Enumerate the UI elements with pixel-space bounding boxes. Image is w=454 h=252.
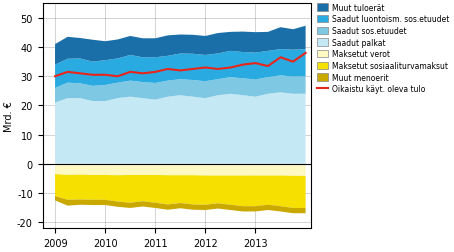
- Legend: Muut tuloerät, Saadut luontoism. sos.etuudet, Saadut sos.etuudet, Saadut palkat,: Muut tuloerät, Saadut luontoism. sos.etu…: [317, 4, 449, 94]
- Y-axis label: Mrd. €: Mrd. €: [4, 101, 14, 132]
